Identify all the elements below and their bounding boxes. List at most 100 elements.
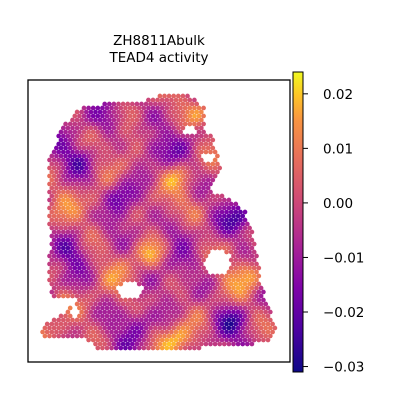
hex-spot [187, 201, 193, 207]
hex-spot [86, 113, 91, 119]
hex-spot [88, 293, 94, 299]
hex-spot [102, 149, 108, 155]
hex-spot [134, 149, 140, 155]
hex-spot [215, 241, 220, 247]
hex-spot [254, 293, 259, 299]
hex-spot [201, 305, 206, 311]
hex-spot [198, 285, 204, 291]
hex-spot [136, 345, 142, 351]
hex-spot [194, 293, 200, 299]
hex-spot [157, 213, 163, 219]
hex-spot [194, 125, 200, 131]
hex-spot [60, 165, 66, 171]
hex-spot [97, 285, 103, 291]
hex-spot [123, 169, 128, 175]
hex-spot [136, 129, 142, 135]
hex-spot [123, 273, 128, 279]
hex-spot [212, 157, 218, 163]
hex-spot [185, 285, 190, 291]
hex-spot [159, 321, 165, 327]
hex-spot [86, 249, 91, 255]
hex-spot [152, 261, 158, 267]
hex-spot [198, 157, 204, 163]
hex-spot [74, 165, 80, 171]
hex-spot [79, 285, 85, 291]
hex-spot [100, 305, 105, 311]
hex-spot [148, 141, 154, 147]
hex-spot [90, 113, 96, 119]
hex-spot [83, 125, 89, 131]
hex-spot [86, 217, 91, 223]
hex-spot [67, 225, 73, 231]
hex-spot [196, 185, 202, 191]
hex-spot [205, 233, 211, 239]
hex-spot [116, 197, 121, 203]
hex-spot [54, 185, 59, 191]
hex-spot [134, 205, 140, 211]
hex-spot [187, 313, 193, 319]
hex-spot [164, 129, 170, 135]
hex-spot [162, 197, 167, 203]
hex-spot [152, 229, 158, 235]
hex-spot [100, 273, 105, 279]
hex-spot [74, 109, 80, 115]
hex-spot [157, 285, 163, 291]
hex-spot [187, 225, 193, 231]
hex-spot [212, 205, 218, 211]
hex-spot [118, 113, 124, 119]
hex-spot [139, 221, 144, 227]
hex-spot [251, 305, 257, 311]
hex-spot [56, 149, 62, 155]
hex-spot [67, 209, 73, 215]
hex-spot [93, 317, 98, 323]
hex-spot [67, 257, 73, 263]
hex-spot [83, 157, 89, 163]
hex-spot [100, 217, 105, 223]
hex-spot [173, 153, 179, 159]
hex-spot [166, 125, 172, 131]
hex-spot [205, 289, 211, 295]
hex-spot [97, 277, 103, 283]
hex-spot [132, 121, 137, 127]
hex-spot [81, 105, 87, 111]
hex-spot [242, 241, 248, 247]
hex-spot [244, 221, 250, 227]
hex-spot [178, 337, 183, 343]
hex-spot [194, 333, 200, 339]
hex-spot [127, 145, 133, 151]
hex-spot [72, 145, 78, 151]
hex-spot [123, 217, 128, 223]
hex-spot [143, 293, 149, 299]
hex-spot [152, 245, 158, 251]
hex-spot [120, 277, 126, 283]
hex-spot [134, 173, 140, 179]
hex-spot [127, 273, 133, 279]
hex-spot [100, 193, 105, 199]
hex-spot [198, 341, 204, 347]
hex-spot [169, 289, 174, 295]
hex-spot [249, 333, 255, 339]
hex-spot [67, 121, 73, 127]
hex-spot [238, 209, 243, 215]
hex-spot [152, 341, 158, 347]
hex-spot [173, 329, 179, 335]
hex-spot [159, 145, 165, 151]
hex-spot [100, 289, 105, 295]
hex-spot [219, 337, 225, 343]
hex-spot [109, 249, 114, 255]
hex-spot [208, 197, 213, 203]
hex-spot [125, 301, 131, 307]
hex-spot [152, 141, 158, 147]
hex-spot [111, 197, 117, 203]
hex-spot [212, 221, 218, 227]
hex-spot [189, 101, 195, 107]
hex-spot [155, 321, 160, 327]
hex-spot [226, 229, 232, 235]
hex-spot [185, 317, 190, 323]
hex-spot [104, 121, 110, 127]
hex-spot [72, 113, 78, 119]
hex-spot [143, 261, 149, 267]
hex-spot [162, 237, 167, 243]
hex-spot [58, 177, 64, 183]
